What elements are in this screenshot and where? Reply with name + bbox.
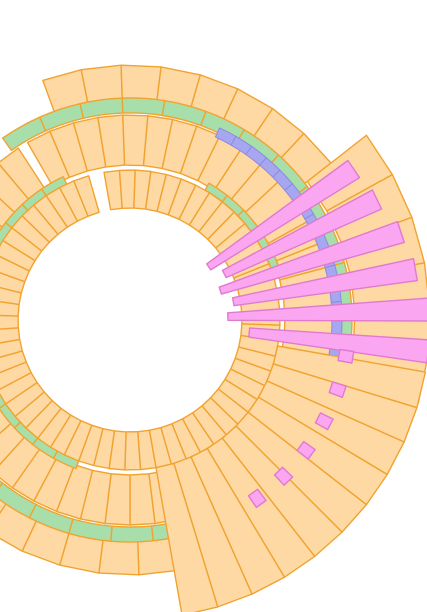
pink-bars	[206, 159, 427, 364]
pink-bar	[218, 220, 405, 295]
pink-bar	[231, 258, 418, 307]
pink-tile	[273, 466, 294, 486]
inner-block	[0, 314, 19, 330]
pink-small-tiles	[247, 348, 355, 509]
outer-block	[120, 64, 162, 103]
outer-block	[98, 537, 140, 576]
green-band-segment	[121, 97, 166, 117]
right-block	[155, 462, 219, 612]
pink-bar	[227, 297, 427, 322]
pink-tile	[337, 348, 355, 364]
pink-tile	[328, 381, 347, 398]
pink-bar	[206, 159, 361, 271]
right-lower-blocks	[155, 345, 427, 612]
inner-ring-blocks	[0, 169, 281, 471]
pink-tile	[314, 412, 334, 431]
inner-block	[124, 431, 142, 471]
green-band-segment	[110, 525, 154, 543]
inner-block	[118, 169, 136, 209]
green-band-segment	[0, 480, 4, 488]
pink-tile	[296, 440, 316, 460]
inner-block	[73, 175, 100, 217]
pink-tile	[247, 488, 267, 509]
pink-bar	[221, 189, 383, 279]
pink-bar	[248, 327, 427, 364]
